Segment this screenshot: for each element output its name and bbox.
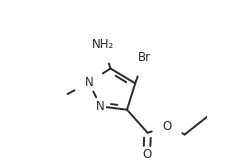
Text: N: N (85, 76, 93, 89)
Text: Br: Br (138, 51, 151, 64)
Text: N: N (96, 100, 105, 113)
Text: O: O (163, 120, 172, 133)
Text: O: O (142, 148, 151, 161)
Text: NH₂: NH₂ (92, 38, 114, 51)
